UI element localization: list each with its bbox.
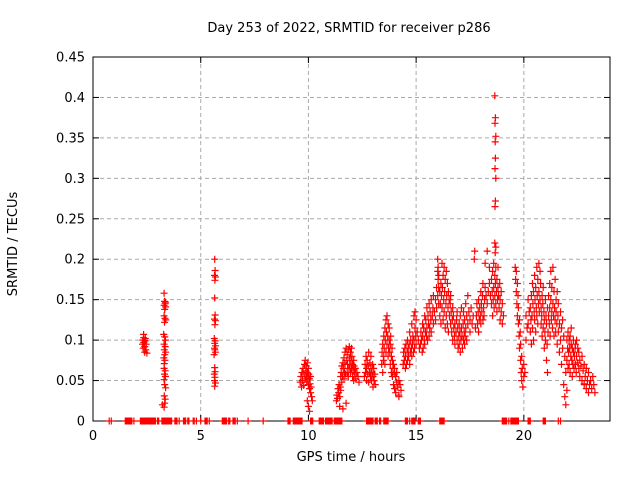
y-tick-label: 0.2 — [64, 253, 85, 268]
x-axis-label: GPS time / hours — [297, 450, 406, 465]
chart-title: Day 253 of 2022, SRMTID for receiver p28… — [207, 21, 490, 36]
x-tick-label: 5 — [197, 429, 205, 444]
tick-label-layer: 0 5 10 15 20 0 0.05 0.1 0.15 0.2 0.25 0.3 0.35 0.4 0.4… — [56, 51, 532, 445]
y-tick-label: 0.05 — [56, 374, 85, 389]
x-tick-label: 10 — [300, 429, 317, 444]
y-tick-label: 0.1 — [64, 334, 85, 349]
y-tick-label: 0.45 — [56, 51, 85, 66]
x-tick-label: 20 — [516, 429, 533, 444]
plot-border — [92, 56, 611, 422]
y-tick-label: 0 — [77, 415, 85, 430]
points-layer — [105, 92, 599, 425]
y-tick-label: 0.4 — [64, 91, 85, 106]
y-tick-label: 0.25 — [56, 212, 85, 227]
x-tick-label: 0 — [89, 429, 97, 444]
y-tick-label: 0.15 — [56, 293, 85, 308]
y-tick-label: 0.35 — [56, 131, 85, 146]
scatter-points — [105, 92, 599, 425]
y-tick-label: 0.3 — [64, 172, 85, 187]
tick-layer — [92, 56, 610, 422]
y-axis-label: SRMTID / TECUs — [6, 192, 21, 297]
x-tick-label: 15 — [408, 429, 425, 444]
